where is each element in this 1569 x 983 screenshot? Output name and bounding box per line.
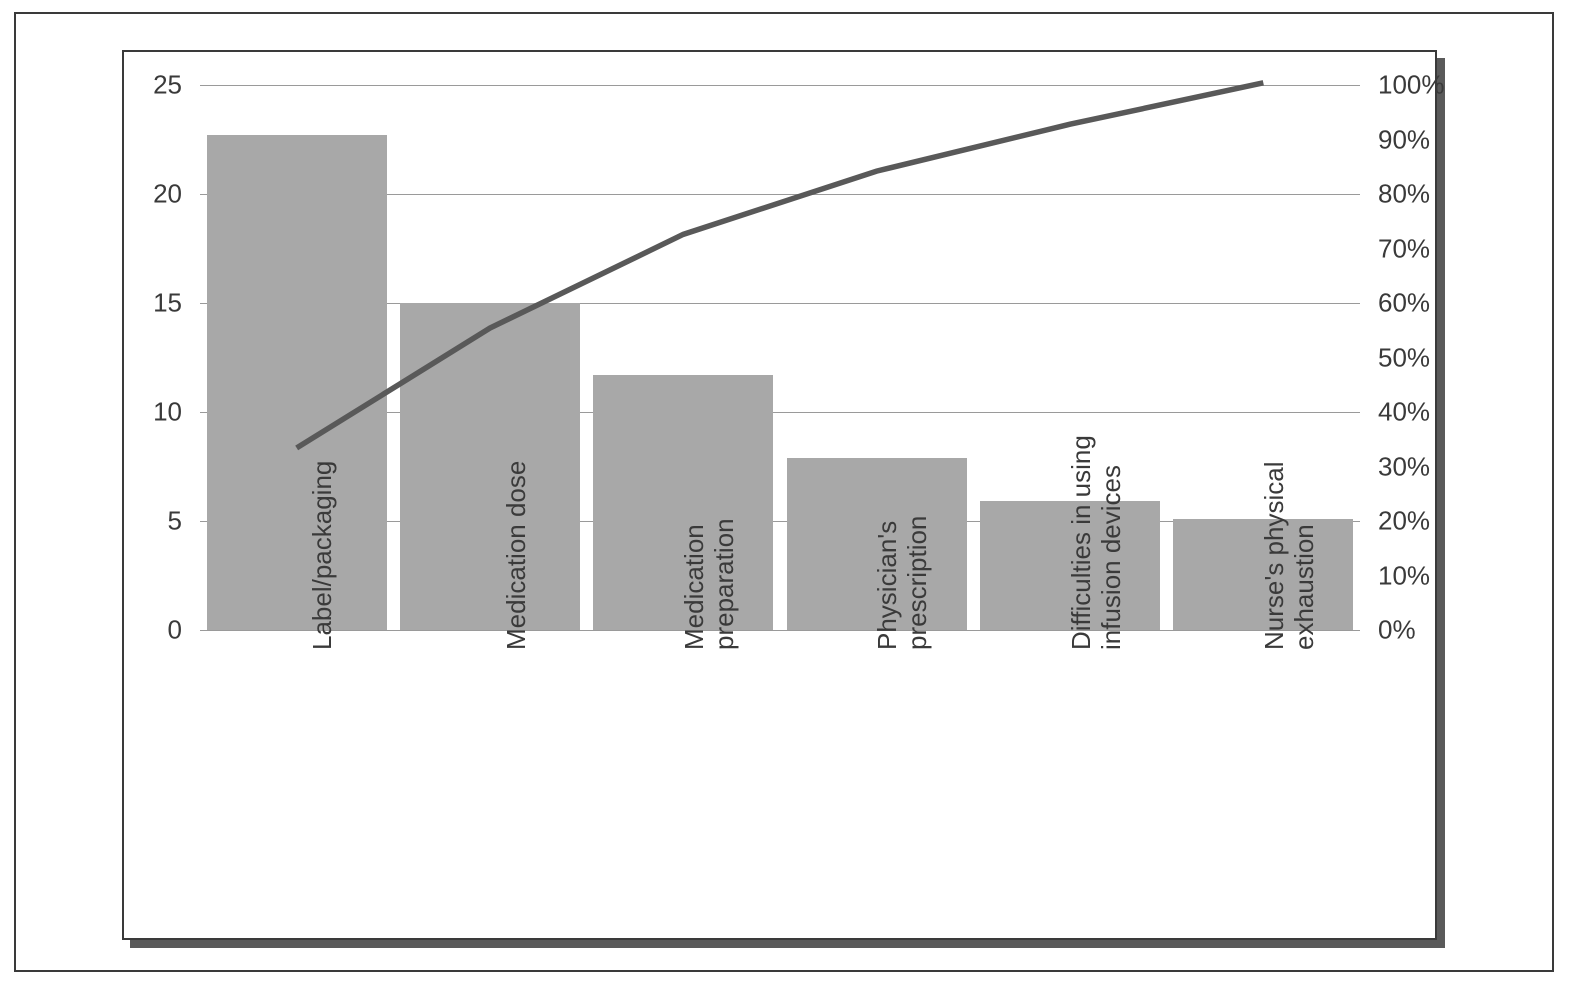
left-axis-tick-label: 20	[122, 179, 182, 210]
category-label: Nurse's physical	[1259, 462, 1290, 650]
left-axis-tick-label: 10	[122, 397, 182, 428]
category-label: infusion devices	[1096, 465, 1127, 650]
right-axis-tick-label: 70%	[1378, 233, 1430, 264]
right-axis-tick-label: 90%	[1378, 124, 1430, 155]
right-axis-tick-label: 20%	[1378, 506, 1430, 537]
right-axis-tick-label: 80%	[1378, 179, 1430, 210]
left-axis-tick-label: 0	[122, 615, 182, 646]
right-axis-tick-label: 100%	[1378, 70, 1445, 101]
right-axis-tick-label: 60%	[1378, 288, 1430, 319]
right-axis-tick-label: 50%	[1378, 342, 1430, 373]
category-label: Medication	[679, 524, 710, 650]
category-label: Physician's	[872, 521, 903, 650]
right-axis-tick-label: 30%	[1378, 451, 1430, 482]
left-axis-tick-label: 15	[122, 288, 182, 319]
gridline	[200, 630, 1360, 631]
category-label: prescription	[902, 516, 933, 650]
right-axis-tick-label: 10%	[1378, 560, 1430, 591]
category-label: Difficulties in using	[1066, 435, 1097, 650]
cumulative-line	[200, 85, 1360, 630]
plot-area	[200, 85, 1360, 630]
left-axis-tick-label: 25	[122, 70, 182, 101]
category-label: preparation	[709, 518, 740, 650]
category-label: Medication dose	[501, 461, 532, 650]
right-axis-tick-label: 40%	[1378, 397, 1430, 428]
category-label: exhaustion	[1289, 524, 1320, 650]
right-axis-tick-label: 0%	[1378, 615, 1416, 646]
category-label: Label/packaging	[307, 461, 338, 650]
left-axis-tick-label: 5	[122, 506, 182, 537]
